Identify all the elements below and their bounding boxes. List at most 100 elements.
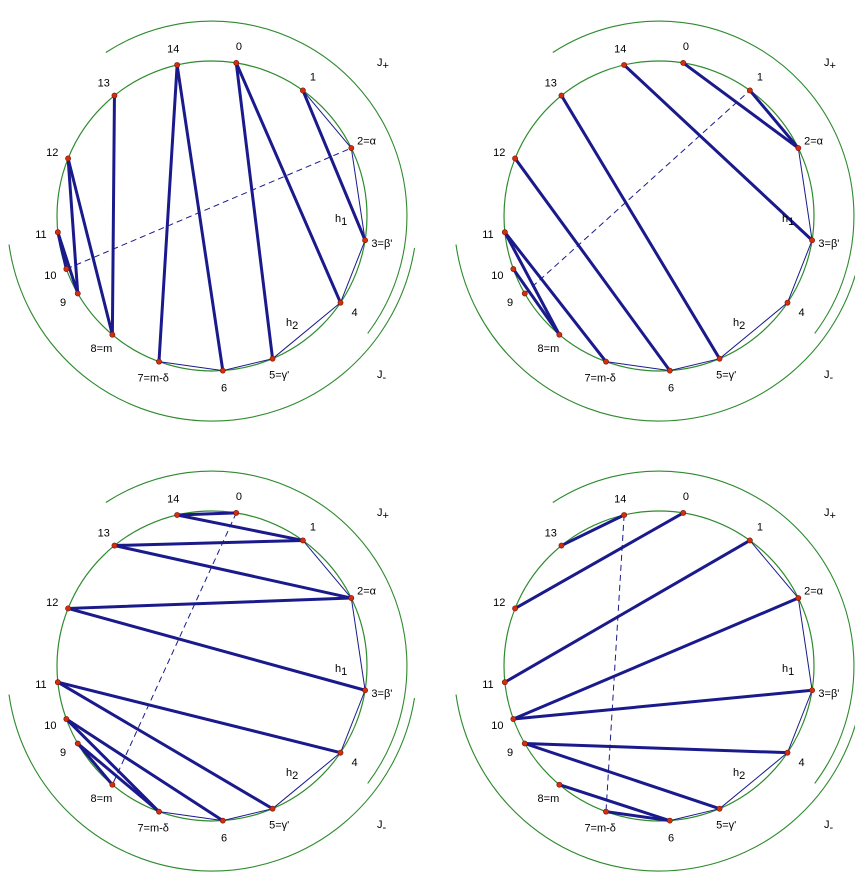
j-plus-label: J+ xyxy=(377,507,389,522)
h-label-2-base: h xyxy=(733,767,739,779)
arc-j-minus xyxy=(455,244,855,422)
chord-13-5 xyxy=(559,94,722,361)
vertex-7 xyxy=(156,358,162,365)
boundary-edge xyxy=(669,358,720,372)
point-label-7: 7=m-δ xyxy=(137,823,169,835)
point-label-0: 0 xyxy=(236,41,242,53)
h-label-2: h2 xyxy=(733,317,745,332)
point-label-11: 11 xyxy=(482,679,493,691)
vertex-1 xyxy=(299,537,306,544)
chord-12-8 xyxy=(66,156,114,337)
j-plus-label: J+ xyxy=(824,57,836,72)
vertex-11 xyxy=(501,679,508,686)
boundary-edge xyxy=(605,361,670,372)
j-minus-label-base: J xyxy=(377,369,383,381)
point-label-7: 7=m-δ xyxy=(584,373,616,385)
boundary-edge xyxy=(350,597,366,691)
j-minus-label: J- xyxy=(824,369,834,384)
j-minus-label-base: J xyxy=(377,819,383,831)
point-label-3: 3=β' xyxy=(818,688,839,700)
chord-0-12 xyxy=(513,511,685,610)
arc-j-minus xyxy=(455,694,855,872)
main-circle xyxy=(56,60,368,372)
chord-1-11 xyxy=(503,538,752,684)
point-label-9: 9 xyxy=(507,297,513,309)
point-label-6: 6 xyxy=(668,833,674,845)
vertex-8 xyxy=(109,781,116,788)
vertex-11 xyxy=(501,229,508,236)
dashed-segment xyxy=(524,90,751,294)
j-minus-label-sub: - xyxy=(383,372,387,384)
vertex-0 xyxy=(680,60,687,66)
arc-j-minus xyxy=(8,244,416,422)
vertex-4 xyxy=(337,299,344,306)
chord-11-8 xyxy=(503,230,561,337)
j-minus-label-sub: - xyxy=(383,822,387,834)
point-label-5: 5=γ' xyxy=(716,819,736,831)
vertex-14 xyxy=(621,62,628,68)
point-label-1: 1 xyxy=(310,72,316,84)
j-plus-label-base: J xyxy=(377,507,383,519)
chord-11-4 xyxy=(56,680,343,755)
point-label-8: 8=m xyxy=(538,343,560,355)
h-label-2: h2 xyxy=(286,767,298,782)
point-label-12: 12 xyxy=(46,597,58,609)
h-label-1-base: h xyxy=(782,663,788,675)
dashed-segment xyxy=(605,514,625,812)
point-label-9: 9 xyxy=(507,747,513,759)
boundary-edge xyxy=(797,147,813,241)
point-label-0: 0 xyxy=(236,491,242,503)
j-minus-label: J- xyxy=(824,819,834,834)
chord-3-10 xyxy=(511,688,814,721)
boundary-edge xyxy=(749,540,799,599)
boundary-edge xyxy=(222,808,273,822)
vertex-10 xyxy=(63,266,70,272)
chord-12-2 xyxy=(66,596,353,610)
point-label-13: 13 xyxy=(545,527,557,539)
vertex-3 xyxy=(362,687,368,694)
h-label-2-sub: 2 xyxy=(739,320,745,332)
vertex-14 xyxy=(621,512,628,518)
arc-j-minus xyxy=(8,694,416,872)
chord-12-3 xyxy=(66,606,367,692)
boundary-edge xyxy=(787,240,813,303)
j-plus-label-base: J xyxy=(824,507,830,519)
chord-9-8 xyxy=(76,742,114,787)
vertex-5 xyxy=(269,355,276,362)
j-plus-label-sub: + xyxy=(830,60,836,72)
chord-13-8 xyxy=(110,94,116,337)
chord-11-5 xyxy=(56,680,275,811)
h-label-1-sub: 1 xyxy=(788,216,794,228)
chord-14-0 xyxy=(175,511,238,517)
point-label-0: 0 xyxy=(683,41,689,53)
point-label-13: 13 xyxy=(545,77,557,89)
vertex-6 xyxy=(666,367,673,374)
point-label-10: 10 xyxy=(491,720,503,732)
vertex-14 xyxy=(174,62,181,68)
point-label-3: 3=β' xyxy=(371,238,392,250)
vertex-3 xyxy=(809,687,815,694)
h-label-2-sub: 2 xyxy=(292,320,298,332)
chord-14-1 xyxy=(175,513,305,542)
boundary-edge xyxy=(350,147,366,241)
chord-0-2 xyxy=(681,61,800,150)
point-label-4: 4 xyxy=(352,757,358,769)
point-label-9: 9 xyxy=(60,297,66,309)
point-label-14: 14 xyxy=(614,43,626,55)
point-label-3: 3=β' xyxy=(371,688,392,700)
j-plus-label-sub: + xyxy=(383,510,389,522)
point-label-2: 2=α xyxy=(357,136,377,148)
h-label-1-sub: 1 xyxy=(788,666,794,678)
point-label-11: 11 xyxy=(35,679,46,691)
chord-9-7 xyxy=(76,742,161,814)
vertex-1 xyxy=(746,87,753,94)
j-plus-label-sub: + xyxy=(830,510,836,522)
main-circle xyxy=(56,510,368,822)
vertex-7 xyxy=(156,808,162,815)
chord-10-7 xyxy=(64,717,161,814)
chord-4-9 xyxy=(523,742,790,755)
point-label-11: 11 xyxy=(35,229,46,241)
chord-0-5 xyxy=(234,61,275,361)
point-label-4: 4 xyxy=(352,307,358,319)
